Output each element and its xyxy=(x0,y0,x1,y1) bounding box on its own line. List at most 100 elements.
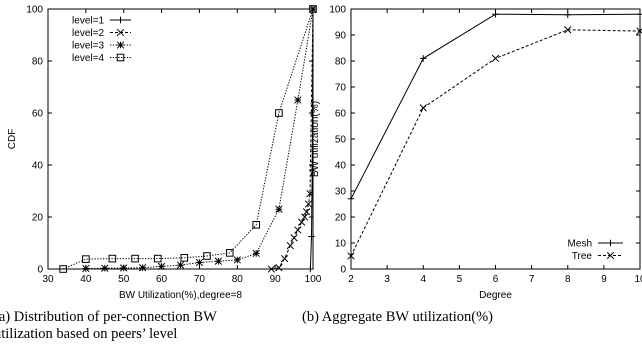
chart-a-series-2-point xyxy=(304,200,313,208)
chart-a-series-4-point xyxy=(275,109,283,117)
chart-b-x-tick-label: 6 xyxy=(493,274,499,285)
chart-b-series-1-point xyxy=(347,195,355,203)
chart-a-y-axis-label: CDF xyxy=(7,129,18,150)
chart-a-series-2-point xyxy=(302,208,311,216)
chart-a-series-4-point xyxy=(225,249,234,257)
chart-a-series-4-point xyxy=(59,265,67,273)
chart-a-x-tick-label: 60 xyxy=(156,274,168,285)
chart-a-cdf: 30 40 50 60 70 80 90 100 0 20 40 60 80 100 BW Utilizat… xyxy=(7,5,322,302)
chart-b-y-axis-label: BW utilization(%) xyxy=(310,101,321,177)
chart-b-y-tick-label: 70 xyxy=(335,83,347,94)
chart-a-y-tick-label: 60 xyxy=(32,109,44,120)
chart-b-x-tick-label: 7 xyxy=(529,274,535,285)
chart-b-y-tick-label: 10 xyxy=(335,239,347,250)
chart-a-series-4-point xyxy=(131,254,139,263)
chart-b-series-1-point xyxy=(419,55,427,62)
chart-a-series-2-line xyxy=(271,8,314,270)
chart-a-series-1-point xyxy=(308,233,315,240)
chart-a-series-4-point xyxy=(309,5,317,13)
chart-a-series-3-point xyxy=(176,261,185,269)
chart-a-series-4-point xyxy=(108,254,117,263)
chart-b-series-2-point xyxy=(347,252,355,260)
chart-a-legend-label-2: level=2 xyxy=(72,28,104,39)
chart-a-series-4-point xyxy=(153,254,162,263)
chart-a-series-2-point xyxy=(275,264,283,272)
chart-b-y-tick-label: 80 xyxy=(335,57,347,68)
chart-a-series-3-point xyxy=(252,249,260,258)
chart-a-x-tick-label: 100 xyxy=(305,274,322,285)
chart-b-x-tick-label: 4 xyxy=(420,274,426,285)
chart-a-x-tick-label: 30 xyxy=(42,274,54,285)
chart-a-series-4-point xyxy=(180,254,189,262)
chart-a-legend-marker-3 xyxy=(116,41,125,49)
chart-b-aggregate-utilization: 23456789100102030405060708090100DegreeBW… xyxy=(310,5,642,301)
chart-a-legend-marker-4 xyxy=(116,53,125,62)
chart-a-y-tick-label: 40 xyxy=(32,161,44,172)
chart-b-series-2-point xyxy=(491,54,500,63)
chart-b-y-tick-label: 50 xyxy=(335,135,347,146)
chart-a-series-3-point xyxy=(82,264,90,273)
caption-b-line1: (b) Aggregate BW utilization(%) xyxy=(302,309,493,325)
chart-b-x-tick-label: 5 xyxy=(457,274,463,285)
chart-a-plot-frame xyxy=(47,8,314,270)
chart-a-series-3-line xyxy=(85,8,314,269)
chart-a-y-tick-label: 0 xyxy=(37,265,43,276)
chart-b-series-2-line xyxy=(350,29,641,257)
chart-a-series-4-line xyxy=(62,8,314,270)
chart-a-legend-label-1: level=1 xyxy=(72,16,104,27)
chart-a-legend-marker-2 xyxy=(116,28,125,37)
chart-a-series-3-point xyxy=(120,264,128,272)
chart-b-x-tick-label: 10 xyxy=(634,274,642,285)
chart-b-series-1-point xyxy=(564,11,572,19)
chart-a-series-3-point xyxy=(309,5,317,13)
caption-a-line2: utilization based on peers’ level xyxy=(0,326,178,342)
chart-b-series-1-point xyxy=(636,10,642,18)
chart-a-series-2-point xyxy=(267,265,276,273)
chart-b-legend-label-1: Mesh xyxy=(568,239,592,250)
chart-b-series-2-point xyxy=(636,27,642,35)
chart-a-x-tick-label: 50 xyxy=(118,274,130,285)
chart-b-series-2-point xyxy=(564,26,572,34)
chart-a-series-3-point xyxy=(157,262,166,271)
chart-b-series-2-point xyxy=(419,104,427,112)
chart-a-series-3-point xyxy=(214,257,223,265)
chart-a-legend-marker-1 xyxy=(117,16,124,24)
chart-a-y-tick-label: 100 xyxy=(26,5,43,16)
chart-a-series-3-point xyxy=(233,256,241,264)
chart-b-legend-marker-2 xyxy=(606,251,615,260)
chart-a-series-2-point xyxy=(286,241,294,250)
chart-b-y-tick-label: 20 xyxy=(335,213,347,224)
chart-b-series-1-line xyxy=(350,13,641,200)
chart-a-x-tick-label: 90 xyxy=(270,274,282,285)
chart-b-y-tick-label: 60 xyxy=(335,109,347,120)
chart-b-x-tick-label: 9 xyxy=(601,274,607,285)
chart-b-y-tick-label: 0 xyxy=(340,265,346,276)
chart-b-legend-label-2: Tree xyxy=(572,251,593,262)
chart-b-x-tick-label: 3 xyxy=(384,274,390,285)
chart-a-series-2-point xyxy=(306,189,314,198)
chart-a-series-2-point xyxy=(290,234,298,242)
chart-a-series-1-point xyxy=(307,265,314,273)
chart-a-series-3-point xyxy=(138,264,147,272)
chart-b-plot-frame xyxy=(350,8,641,270)
chart-a-x-tick-label: 80 xyxy=(232,274,244,285)
chart-a-y-tick-label: 20 xyxy=(32,213,44,224)
chart-a-series-4-point xyxy=(203,252,211,260)
chart-b-x-tick-label: 8 xyxy=(565,274,571,285)
chart-b-x-tick-label: 2 xyxy=(348,274,354,285)
chart-a-x-axis-label: BW Utilization(%),degree=8 xyxy=(119,290,243,301)
chart-b-x-axis-label: Degree xyxy=(479,290,512,301)
chart-a-series-3-point xyxy=(101,264,109,272)
chart-a-series-2-point xyxy=(301,213,309,221)
chart-a-legend-label-4: level=4 xyxy=(72,53,104,64)
chart-b-y-tick-label: 40 xyxy=(335,161,347,172)
chart-b-legend-marker-1 xyxy=(607,239,614,247)
chart-b-y-tick-label: 100 xyxy=(329,5,346,16)
chart-a-series-4-point xyxy=(82,255,90,263)
chart-a-series-1-line xyxy=(309,8,314,270)
chart-a-series-4-point xyxy=(252,221,261,229)
chart-a-x-tick-label: 70 xyxy=(194,274,206,285)
caption-a-line1: (a) Distribution of per-connection BW xyxy=(0,309,217,325)
chart-b-y-tick-label: 30 xyxy=(335,187,347,198)
